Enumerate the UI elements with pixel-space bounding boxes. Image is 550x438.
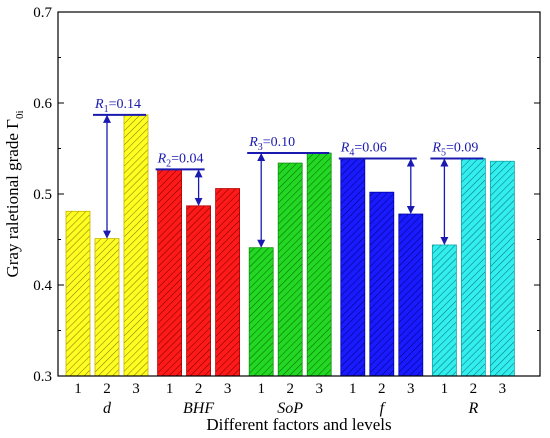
range-label-R: R5=0.09 bbox=[431, 141, 478, 159]
bar-d-1 bbox=[65, 210, 91, 377]
x-tick-label: 1 bbox=[257, 381, 265, 397]
x-tick-label: 3 bbox=[499, 381, 507, 397]
x-tick-label: 3 bbox=[224, 381, 232, 397]
range-label-d: R1=0.14 bbox=[94, 97, 141, 115]
bar-BHF-2 bbox=[186, 205, 212, 377]
x-tick-label: 1 bbox=[74, 381, 82, 397]
group-label-BHF: BHF bbox=[183, 400, 214, 417]
y-tick-label: 0.7 bbox=[33, 5, 52, 21]
bar-R-1 bbox=[431, 244, 457, 377]
x-tick-label: 3 bbox=[407, 381, 415, 397]
x-tick-label: 2 bbox=[378, 381, 386, 397]
bar-R-3 bbox=[489, 160, 515, 377]
x-tick-label: 1 bbox=[441, 381, 449, 397]
bar-d-2 bbox=[94, 238, 120, 377]
bar-SoP-1 bbox=[248, 247, 274, 377]
x-tick-label: 2 bbox=[103, 381, 111, 397]
y-tick-label: 0.6 bbox=[33, 96, 52, 112]
x-tick-label: 2 bbox=[470, 381, 478, 397]
bar-BHF-3 bbox=[215, 188, 241, 377]
y-axis-title: Gray raletional grade Γ0i bbox=[3, 110, 26, 277]
x-tick-label: 2 bbox=[286, 381, 294, 397]
range-label-BHF: R2=0.04 bbox=[157, 151, 204, 169]
y-tick-label: 0.4 bbox=[33, 278, 52, 294]
x-tick-label: 2 bbox=[195, 381, 203, 397]
bar-f-3 bbox=[398, 213, 424, 377]
bar-SoP-3 bbox=[306, 152, 332, 377]
bar-f-2 bbox=[369, 191, 395, 377]
range-label-SoP: R3=0.10 bbox=[248, 135, 295, 153]
bar-f-1 bbox=[340, 158, 366, 377]
bar-SoP-2 bbox=[277, 162, 303, 377]
x-tick-label: 1 bbox=[166, 381, 174, 397]
range-label-f: R4=0.06 bbox=[340, 141, 387, 159]
x-tick-label: 3 bbox=[315, 381, 323, 397]
group-label-R: R bbox=[468, 400, 479, 417]
y-tick-label: 0.5 bbox=[33, 187, 52, 203]
bar-BHF-1 bbox=[157, 169, 183, 377]
y-tick-label: 0.3 bbox=[33, 369, 52, 385]
group-label-d: d bbox=[103, 400, 112, 417]
x-tick-label: 1 bbox=[349, 381, 357, 397]
x-tick-label: 3 bbox=[132, 381, 140, 397]
group-label-SoP: SoP bbox=[277, 400, 303, 417]
group-label-f: f bbox=[380, 400, 387, 417]
bar-d-3 bbox=[123, 114, 149, 377]
x-axis-title: Different factors and levels bbox=[206, 415, 391, 434]
bar-R-2 bbox=[460, 158, 486, 377]
